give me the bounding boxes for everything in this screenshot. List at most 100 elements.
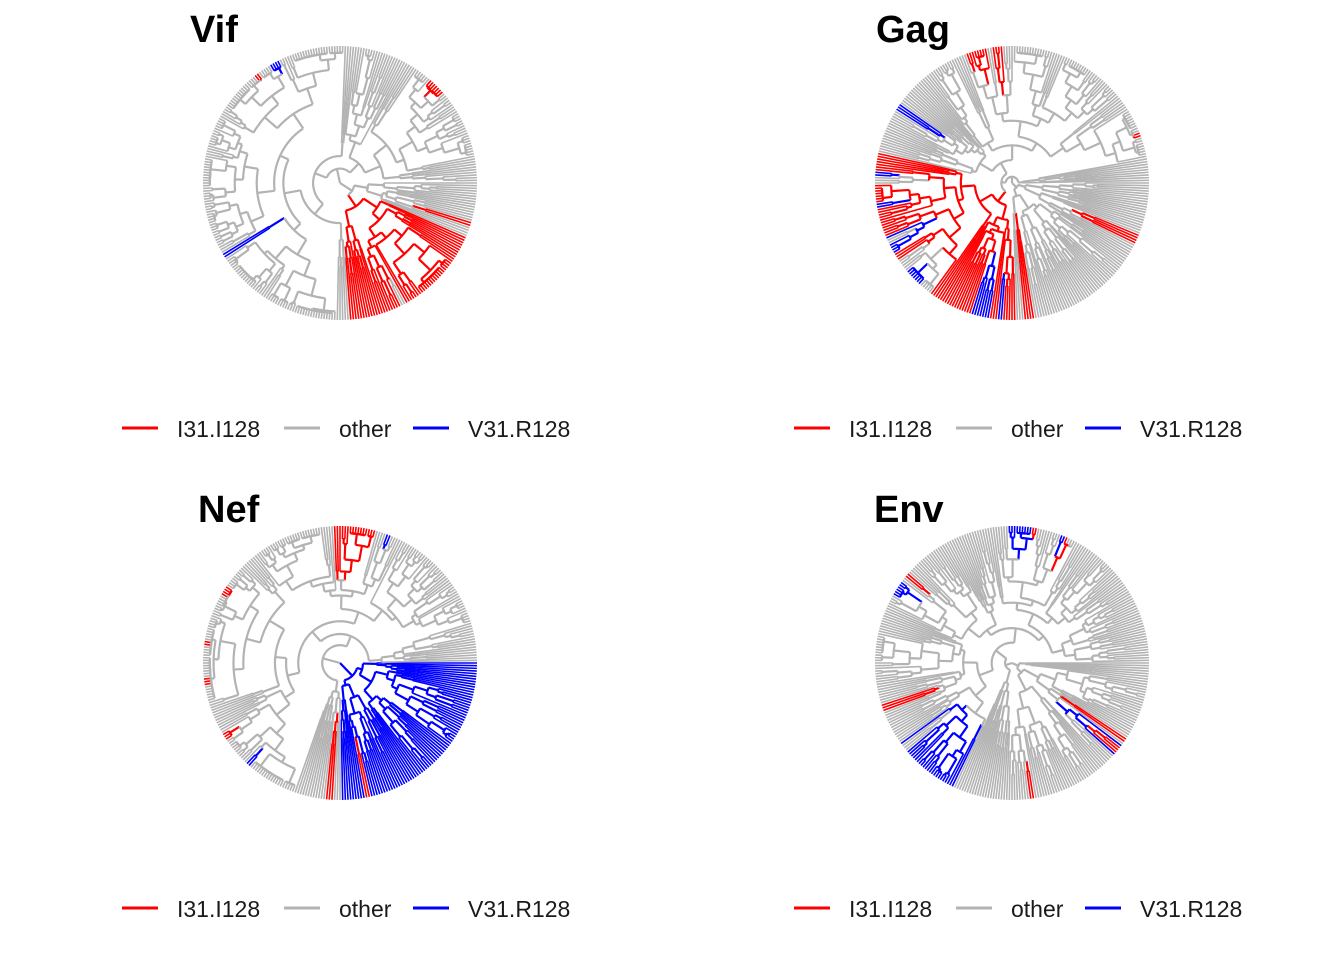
tree-branch — [430, 635, 444, 639]
tree-arc — [379, 735, 380, 736]
tree-branch — [1062, 226, 1069, 232]
tree-branch — [919, 158, 930, 161]
tree-branch — [350, 258, 352, 273]
tree-arc — [387, 671, 389, 678]
tree-branch — [213, 189, 226, 190]
tree-arc — [235, 167, 236, 191]
tree-branch — [1007, 691, 1009, 706]
tree-branch — [1002, 560, 1004, 578]
tree-arc — [371, 578, 378, 581]
tree-branch — [344, 719, 345, 731]
tree-branch — [246, 734, 258, 744]
tree-branch — [984, 238, 989, 248]
tree-arc — [1105, 615, 1106, 618]
tree-arc — [1063, 70, 1077, 78]
tree-arc — [443, 608, 446, 614]
tree-arc — [439, 117, 440, 119]
tree-arc — [1093, 591, 1094, 593]
tree-branch — [396, 670, 404, 671]
tree-arc — [1079, 201, 1080, 203]
tree-branch — [427, 694, 436, 697]
tree-arc — [465, 150, 466, 155]
tree-branch — [1039, 529, 1041, 540]
tree-arc — [220, 136, 223, 144]
tree-branch — [938, 723, 944, 728]
tree-branch — [989, 564, 991, 573]
tree-arc — [994, 720, 996, 721]
tree-arc — [331, 596, 352, 597]
tree-branch — [349, 246, 351, 257]
tree-branch — [395, 216, 402, 220]
tree-branch — [350, 698, 354, 713]
tree-branch — [463, 138, 469, 140]
panel-nef: Nef I31.I128 other V31.R128 — [122, 489, 570, 922]
tree-branch — [429, 148, 443, 153]
tree-arc — [1062, 259, 1064, 260]
tree-branch — [1002, 82, 1003, 95]
tree-branch — [203, 191, 213, 192]
tree-branch — [368, 537, 371, 548]
tree-branch — [313, 73, 316, 86]
tree-branch — [284, 288, 290, 301]
tree-branch — [342, 686, 343, 700]
tree-arc — [1092, 220, 1093, 222]
tree-arc — [413, 642, 415, 649]
tree-arc — [982, 282, 984, 283]
tree-arc — [233, 131, 235, 136]
tree-branch — [278, 77, 284, 88]
tree-branch — [382, 660, 477, 662]
tree-arc — [984, 599, 986, 600]
tree-arc — [952, 632, 955, 638]
tree-branch — [1076, 95, 1084, 104]
tree-branch — [346, 247, 347, 258]
tree-branch — [226, 166, 236, 167]
tree-arc — [977, 57, 981, 58]
tree-branch — [307, 88, 312, 104]
tree-branch — [1024, 669, 1039, 677]
tree-branch — [347, 526, 348, 544]
tree-branch — [929, 177, 944, 178]
tree-branch — [359, 546, 362, 561]
tree-branch — [287, 565, 293, 576]
tree-branch — [911, 203, 920, 205]
tree-branch — [424, 91, 430, 97]
tree-arc — [388, 580, 398, 586]
tree-arc — [1051, 738, 1052, 739]
tree-branch — [393, 560, 397, 568]
tree-branch — [900, 177, 913, 178]
tree-branch — [1014, 774, 1015, 800]
tree-branch — [343, 700, 344, 711]
tree-branch — [1037, 681, 1050, 690]
tree-arc — [265, 584, 267, 585]
tree-arc — [977, 65, 981, 66]
tree-arc — [279, 275, 281, 276]
tree-arc — [1031, 747, 1033, 748]
tree-branch — [1026, 185, 1043, 188]
tree-arc — [368, 232, 381, 240]
tree-branch — [1036, 555, 1039, 566]
tree-arc — [1028, 731, 1034, 733]
tree-branch — [875, 673, 882, 674]
tree-branch — [1097, 185, 1149, 186]
tree-arc — [263, 691, 264, 693]
tree-branch — [988, 143, 993, 151]
tree-arc — [367, 184, 368, 191]
tree-arc — [925, 236, 926, 238]
tree-arc — [353, 113, 361, 115]
tree-arc — [1076, 765, 1078, 766]
tree-branch — [1034, 566, 1038, 580]
tree-arc — [429, 636, 430, 639]
tree-branch — [260, 754, 269, 766]
tree-arc — [377, 266, 382, 268]
tree-branch — [424, 581, 434, 590]
tree-branch — [1067, 592, 1074, 600]
tree-branch — [374, 255, 379, 266]
tree-arc — [1042, 186, 1043, 190]
panel-env: Env I31.I128 other V31.R128 — [794, 489, 1242, 922]
tree-branch — [1018, 751, 1019, 762]
tree-branch — [402, 564, 409, 574]
tree-branch — [215, 202, 229, 204]
tree-branch — [364, 118, 368, 128]
tree-arc — [227, 143, 230, 151]
tree-branch — [414, 200, 424, 202]
